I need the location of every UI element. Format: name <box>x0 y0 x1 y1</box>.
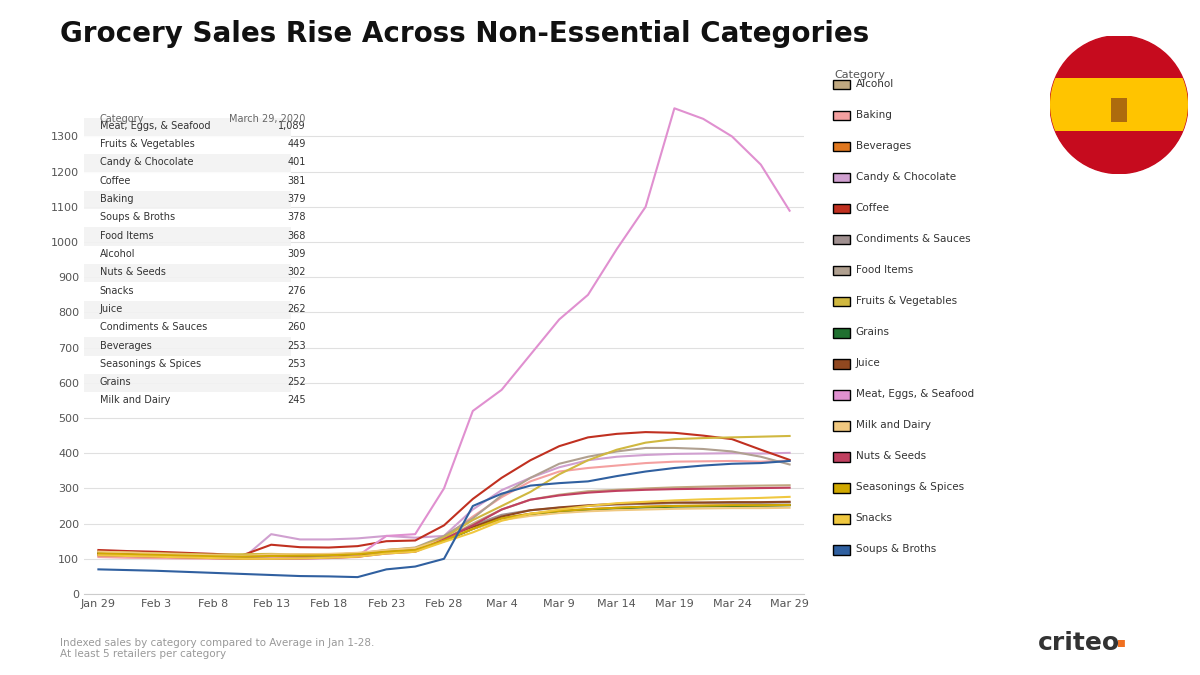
Bar <box>84 319 292 338</box>
Text: Grocery Sales Rise Across Non-Essential Categories: Grocery Sales Rise Across Non-Essential … <box>60 20 869 48</box>
Text: Food Items: Food Items <box>856 265 913 275</box>
Text: 381: 381 <box>287 176 306 186</box>
Bar <box>84 191 292 209</box>
Text: Meat, Eggs, & Seafood: Meat, Eggs, & Seafood <box>100 121 210 131</box>
Text: 260: 260 <box>287 322 306 332</box>
Text: 276: 276 <box>287 286 306 296</box>
Text: Indexed sales by category compared to Average in Jan 1-28.
At least 5 retailers : Indexed sales by category compared to Av… <box>60 638 374 659</box>
Text: Candy & Chocolate: Candy & Chocolate <box>856 172 955 182</box>
Text: Coffee: Coffee <box>100 176 131 186</box>
Text: Alcohol: Alcohol <box>100 249 136 259</box>
Text: Food Items: Food Items <box>100 231 154 241</box>
Bar <box>1050 131 1188 173</box>
Circle shape <box>1050 36 1188 173</box>
Text: Category: Category <box>834 70 884 80</box>
Text: Fruits & Vegetables: Fruits & Vegetables <box>100 139 194 149</box>
Text: 245: 245 <box>287 396 306 406</box>
Text: 379: 379 <box>287 194 306 204</box>
Text: Juice: Juice <box>100 304 124 314</box>
Text: 253: 253 <box>287 340 306 350</box>
Bar <box>84 209 292 227</box>
Text: Juice: Juice <box>856 358 881 368</box>
Bar <box>84 374 292 392</box>
Bar <box>84 356 292 374</box>
Bar <box>1050 78 1188 131</box>
Text: Beverages: Beverages <box>100 340 151 350</box>
Text: 302: 302 <box>287 267 306 277</box>
Bar <box>84 227 292 246</box>
Text: .: . <box>1114 617 1128 655</box>
Bar <box>84 173 292 191</box>
Text: 449: 449 <box>287 139 306 149</box>
Bar <box>84 338 292 356</box>
Text: 262: 262 <box>287 304 306 314</box>
Text: Seasonings & Spices: Seasonings & Spices <box>100 359 200 369</box>
Text: Soups & Broths: Soups & Broths <box>856 545 936 554</box>
Bar <box>1111 98 1127 122</box>
Text: 252: 252 <box>287 377 306 387</box>
Text: Snacks: Snacks <box>100 286 134 296</box>
Text: 368: 368 <box>287 231 306 241</box>
Text: Condiments & Sauces: Condiments & Sauces <box>100 322 208 332</box>
Text: Grains: Grains <box>856 327 889 337</box>
Bar <box>84 136 292 154</box>
Text: 401: 401 <box>287 157 306 167</box>
Text: Condiments & Sauces: Condiments & Sauces <box>856 234 971 244</box>
Text: Seasonings & Spices: Seasonings & Spices <box>856 483 964 492</box>
Text: Meat, Eggs, & Seafood: Meat, Eggs, & Seafood <box>856 389 973 399</box>
Text: March 29, 2020: March 29, 2020 <box>229 113 306 124</box>
Text: 309: 309 <box>287 249 306 259</box>
Text: Category: Category <box>100 113 144 124</box>
Text: Nuts & Seeds: Nuts & Seeds <box>100 267 166 277</box>
Bar <box>84 300 292 319</box>
Bar <box>84 117 292 136</box>
Text: criteo: criteo <box>1038 630 1120 655</box>
Text: Coffee: Coffee <box>856 203 889 213</box>
Text: 253: 253 <box>287 359 306 369</box>
Text: Milk and Dairy: Milk and Dairy <box>856 421 931 430</box>
Text: 378: 378 <box>287 213 306 222</box>
Text: Milk and Dairy: Milk and Dairy <box>100 396 170 406</box>
Bar <box>84 246 292 264</box>
Text: Alcohol: Alcohol <box>856 79 894 88</box>
Text: Soups & Broths: Soups & Broths <box>100 213 175 222</box>
Bar <box>84 392 292 410</box>
Text: 1,089: 1,089 <box>278 121 306 131</box>
Text: Nuts & Seeds: Nuts & Seeds <box>856 452 925 461</box>
Text: Baking: Baking <box>856 110 892 119</box>
Text: Snacks: Snacks <box>856 514 893 523</box>
Text: Grains: Grains <box>100 377 132 387</box>
Text: Candy & Chocolate: Candy & Chocolate <box>100 157 193 167</box>
Bar <box>84 264 292 282</box>
Bar <box>84 154 292 173</box>
Text: Fruits & Vegetables: Fruits & Vegetables <box>856 296 956 306</box>
Bar <box>84 282 292 300</box>
Text: Beverages: Beverages <box>856 141 911 151</box>
Text: Baking: Baking <box>100 194 133 204</box>
